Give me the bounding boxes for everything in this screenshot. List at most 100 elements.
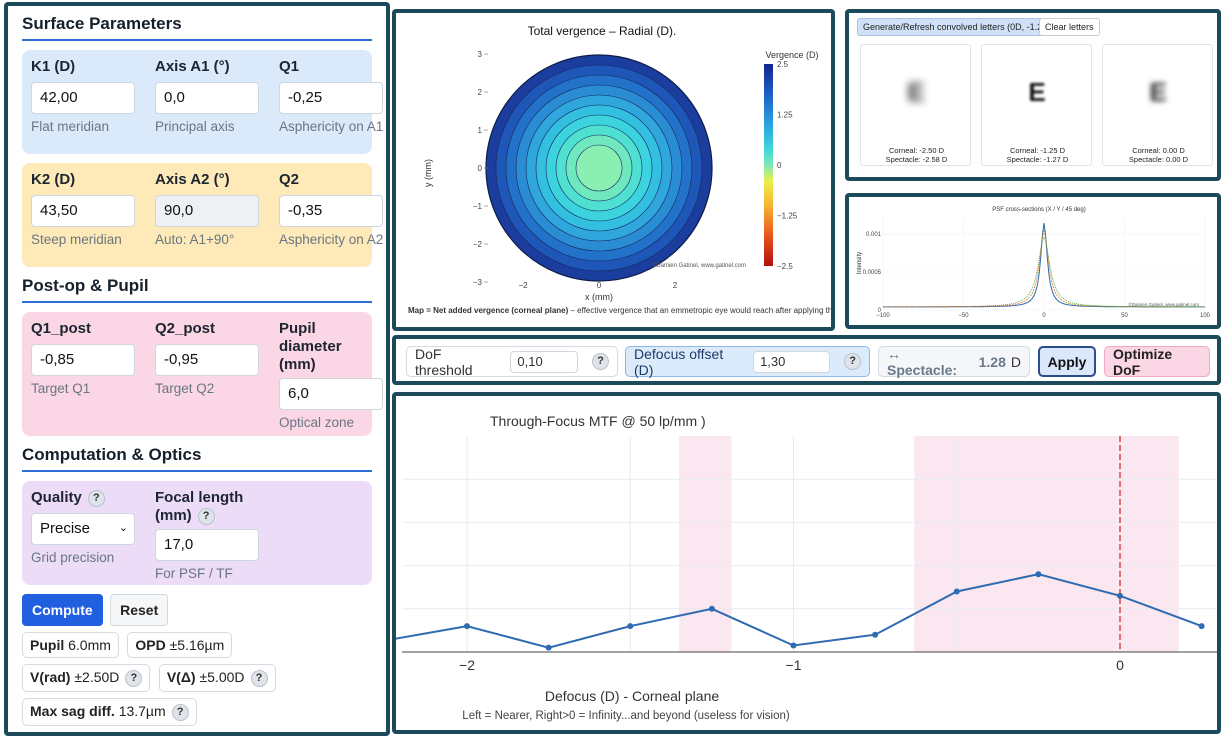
psf-curve-45 xyxy=(883,236,1205,308)
psf-panel: PSF cross-sections (X / Y / 45 deg) −100… xyxy=(845,193,1221,329)
quality-select[interactable]: Precise ⌄ xyxy=(31,513,135,545)
mtf-x-tick: −1 xyxy=(786,657,802,673)
vergence-y-tick: 1 xyxy=(478,126,483,135)
k1-input[interactable]: 42,00 xyxy=(31,82,135,114)
axis-a2-input: 90,0 xyxy=(155,195,259,227)
quality-help-icon[interactable]: ? xyxy=(87,489,105,507)
vdelta-help-icon[interactable]: ? xyxy=(250,669,268,687)
focal-length-input[interactable]: 17,0 xyxy=(155,529,259,561)
mtf-point xyxy=(953,588,960,595)
defocus-offset-help-icon[interactable]: ? xyxy=(844,353,861,370)
psf-y-tick: 0.001 xyxy=(866,232,882,238)
quality-hint: Grid precision xyxy=(31,550,115,565)
pupil-chip: Pupil 6.0mm xyxy=(22,632,119,658)
psf-x-tick: 0 xyxy=(1042,313,1046,319)
pupil-diameter-hint: Optical zone xyxy=(279,415,355,430)
letter-1-spectacle: Spectacle: -2.58 D xyxy=(885,155,948,164)
vergence-ring xyxy=(575,144,623,192)
letters-panel: Generate/Refresh convolved letters (0D, … xyxy=(845,9,1221,181)
letter-box-2: E Corneal: -1.25 D Spectacle: -1.27 D xyxy=(981,44,1092,166)
q2-post-input[interactable]: -0,95 xyxy=(155,344,259,376)
vergence-y-tick: 3 xyxy=(478,50,483,59)
stats-row-1: Pupil 6.0mm OPD ±5.16µm xyxy=(22,632,372,658)
q1-input[interactable]: -0,25 xyxy=(279,82,383,114)
mtf-x-tick: −2 xyxy=(459,657,475,673)
letter-2-corneal: Corneal: -1.25 D xyxy=(1009,146,1066,155)
vrad-help-icon[interactable]: ? xyxy=(125,669,143,687)
k1-hint: Flat meridian xyxy=(31,119,110,134)
computation-optics-title: Computation & Optics xyxy=(22,445,372,472)
dof-threshold-help-icon[interactable]: ? xyxy=(592,353,609,370)
mtf-point xyxy=(545,644,552,651)
optimize-dof-label: Optimize DoF xyxy=(1113,345,1173,378)
vrad-chip-value: ±2.50D xyxy=(74,669,120,685)
vdelta-chip-value: ±5.00D xyxy=(199,669,245,685)
psf-x-tick: 50 xyxy=(1121,313,1128,319)
opd-chip: OPD ±5.16µm xyxy=(127,632,233,658)
dof-threshold-label: DoF threshold xyxy=(415,345,473,378)
mtf-point xyxy=(1035,571,1042,578)
dof-threshold-input[interactable]: 0,10 xyxy=(510,350,579,373)
vdelta-chip: V(Δ) ±5.00D? xyxy=(158,664,276,692)
mtf-point xyxy=(872,631,879,638)
q2-hint: Asphericity on A2 xyxy=(279,232,384,247)
sag-chip: Max sag diff. 13.7µm? xyxy=(22,697,197,726)
q1-label: Q1 xyxy=(279,58,300,75)
mtf-point xyxy=(1198,623,1205,630)
computation-card: Quality? Precise ⌄ Grid precision Focal … xyxy=(22,481,372,585)
psf-y-tick: 0 xyxy=(878,308,882,314)
vergence-x-ticks: −2 0 2 xyxy=(518,281,677,290)
defocus-offset-input[interactable]: 1,30 xyxy=(753,350,831,373)
colorbar-tick: 2.5 xyxy=(777,60,789,69)
spectacle-value: 1.28 xyxy=(978,353,1006,370)
psf-x-tick: 100 xyxy=(1200,313,1211,319)
pupil-chip-key: Pupil xyxy=(30,637,65,653)
apply-button[interactable]: Apply xyxy=(1038,346,1096,377)
mtf-dof-bands xyxy=(679,436,1179,652)
axis-a1-label: Axis A1 (°) xyxy=(155,58,230,75)
pupil-diameter-label: Pupil diameter (mm) xyxy=(279,320,342,373)
vergence-caption-rest: – effective vergence that an emmetropic … xyxy=(568,306,831,315)
axis-a2-hint: Auto: A1+90° xyxy=(155,232,235,247)
defocus-offset-group: Defocus offset (D) 1,30 ? xyxy=(625,346,870,378)
colorbar xyxy=(764,64,773,266)
vergence-y-tick: −1 xyxy=(473,202,483,211)
axis-a1-input[interactable]: 0,0 xyxy=(155,82,259,114)
psf-y-tick: 0.0005 xyxy=(863,270,882,276)
pupil-diameter-input[interactable]: 6,0 xyxy=(279,378,383,410)
colorbar-tick: 0 xyxy=(777,161,782,170)
colorbar-title: Vergence (D) xyxy=(765,50,818,60)
q2-input[interactable]: -0,35 xyxy=(279,195,383,227)
reset-button[interactable]: Reset xyxy=(110,594,169,626)
mtf-point xyxy=(708,605,715,612)
mtf-point xyxy=(1117,592,1123,599)
optimize-dof-button[interactable]: Optimize DoF xyxy=(1104,345,1210,378)
vergence-y-label: y (mm) xyxy=(423,159,433,187)
q2-post-label: Q2_post xyxy=(155,320,216,337)
letter-3-spectacle: Spectacle: 0.00 D xyxy=(1128,155,1189,164)
colorbar-tick: −2.5 xyxy=(777,262,793,271)
spectacle-readout: ↔ Spectacle: 1.28 D xyxy=(878,346,1030,378)
sag-chip-value: 13.7µm xyxy=(118,702,166,719)
mtf-dof-band xyxy=(679,436,732,652)
clear-letters-button[interactable]: Clear letters xyxy=(1039,18,1100,36)
dof-toolbar: DoF threshold 0,10 ? Defocus offset (D) … xyxy=(392,335,1221,385)
letter-3-corneal: Corneal: 0.00 D xyxy=(1132,146,1185,155)
vergence-y-tick: 2 xyxy=(478,88,483,97)
k2-input[interactable]: 43,50 xyxy=(31,195,135,227)
vdelta-chip-key: V(Δ) xyxy=(166,669,196,685)
vergence-caption-bold: Map = Net added vergence (corneal plane) xyxy=(408,306,569,315)
mtf-point xyxy=(464,623,470,630)
pupil-chip-value: 6.0mm xyxy=(68,637,111,653)
q1-post-input[interactable]: -0,85 xyxy=(31,344,135,376)
letter-box-1: E Corneal: -2.50 D Spectacle: -2.58 D xyxy=(860,44,971,166)
sag-help-icon[interactable]: ? xyxy=(171,703,189,721)
colorbar-tick: −1.25 xyxy=(777,212,798,221)
mtf-title: Through-Focus MTF @ 50 lp/mm ) xyxy=(490,413,706,429)
psf-y-label: Intensity xyxy=(857,252,863,274)
letter-1-corneal: Corneal: -2.50 D xyxy=(888,146,945,155)
stats-row-2: V(rad) ±2.50D? V(Δ) ±5.00D? xyxy=(22,664,372,692)
compute-button[interactable]: Compute xyxy=(22,594,103,626)
focal-help-icon[interactable]: ? xyxy=(197,507,215,525)
vergence-map-svg: Total vergence – Radial (D). 3210−1−2−3 … xyxy=(408,24,831,315)
